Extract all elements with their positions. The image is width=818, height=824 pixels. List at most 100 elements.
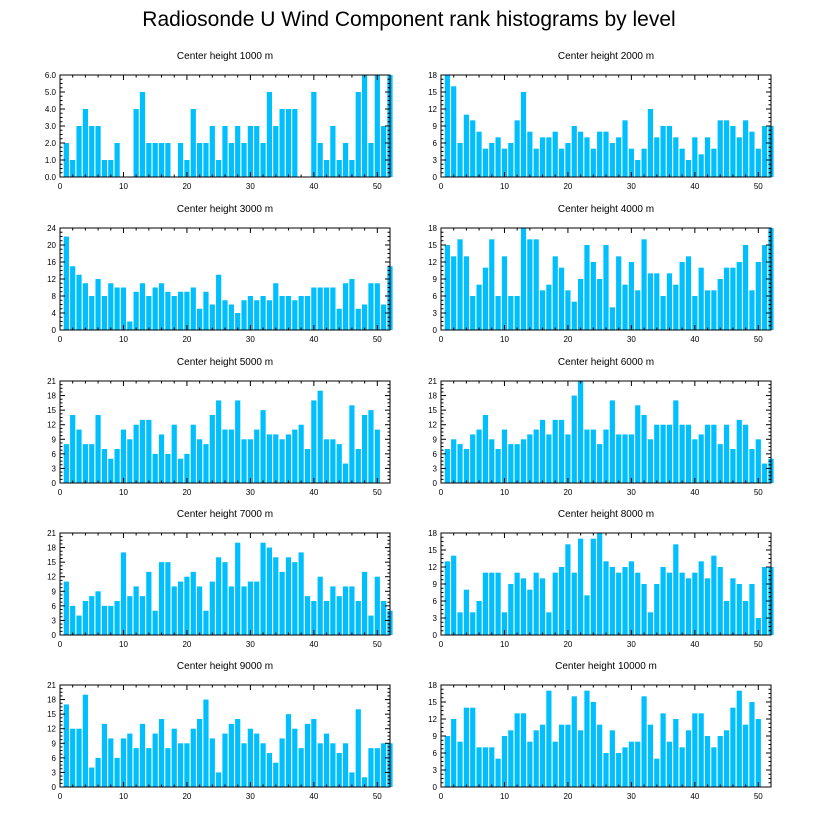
- histogram-bar: [184, 453, 190, 483]
- y-tick-label: 9: [433, 435, 438, 444]
- histogram-bar: [260, 296, 266, 330]
- x-tick-label: 50: [373, 182, 382, 191]
- histogram-bar: [120, 738, 127, 787]
- histogram-bar: [95, 757, 101, 787]
- x-tick-label: 30: [246, 488, 255, 497]
- histogram-bar: [698, 561, 704, 635]
- histogram-bar: [736, 419, 742, 483]
- histogram-bar: [603, 245, 609, 330]
- histogram-bar: [590, 702, 596, 787]
- histogram-bar: [597, 724, 603, 787]
- histogram-bar: [444, 561, 450, 635]
- panel-title: Center height 9000 m: [177, 661, 273, 672]
- x-tick-label: 10: [500, 182, 509, 191]
- x-tick-label: 10: [119, 182, 128, 191]
- histogram-bar: [89, 444, 95, 483]
- histogram-bar: [101, 296, 108, 330]
- histogram-bar: [571, 301, 577, 330]
- histogram-bar: [762, 126, 768, 177]
- panel-title: Center height 4000 m: [558, 204, 654, 215]
- x-tick-label: 30: [246, 182, 255, 191]
- histogram-bar: [323, 287, 330, 330]
- histogram-bar: [139, 283, 146, 330]
- histogram-bar: [666, 572, 673, 635]
- histogram-bar: [368, 748, 374, 787]
- x-tick-label: 20: [563, 488, 572, 497]
- histogram-bar: [749, 702, 755, 787]
- histogram-bar: [216, 274, 222, 330]
- histogram-bar: [304, 723, 311, 787]
- histogram-bar: [184, 576, 190, 635]
- histogram-bar: [514, 296, 520, 330]
- x-tick-label: 50: [754, 640, 763, 649]
- histogram-bar: [330, 743, 336, 787]
- histogram-bar: [571, 126, 577, 177]
- histogram-bar: [362, 304, 368, 330]
- histogram-panel: Center height 1000 m 0 10 20 30 40 50 0.0 1.0 2.0…: [45, 51, 393, 191]
- histogram-bar: [457, 741, 463, 787]
- histogram-bar: [578, 381, 584, 483]
- histogram-bar: [641, 415, 647, 483]
- histogram-bar: [177, 143, 184, 177]
- histogram-bar: [444, 449, 450, 483]
- histogram-bar: [266, 300, 273, 330]
- histogram-bar: [457, 612, 463, 635]
- histogram-bar: [133, 586, 139, 635]
- x-tick-label: 0: [439, 182, 444, 191]
- y-tick-label: 9: [433, 275, 438, 284]
- histogram-bar: [736, 584, 742, 635]
- histogram-bar: [362, 415, 368, 483]
- histogram-bar: [711, 747, 717, 787]
- histogram-bar: [165, 291, 171, 330]
- y-tick-label: 18: [47, 392, 56, 401]
- histogram-bar: [241, 439, 247, 483]
- histogram-bar: [247, 126, 253, 177]
- histogram-bar: [355, 308, 361, 330]
- histogram-bar: [158, 143, 165, 177]
- histogram-bar: [362, 75, 368, 177]
- y-tick-label: 21: [428, 377, 437, 386]
- histogram-bar: [228, 586, 234, 635]
- histogram-bar: [743, 724, 749, 787]
- histogram-bar: [685, 730, 692, 787]
- main-title: Radiosonde U Wind Component rank histogr…: [142, 8, 676, 31]
- histogram-bar: [298, 296, 304, 330]
- histogram-bar: [641, 148, 647, 177]
- histogram-bar: [70, 160, 76, 177]
- x-tick-label: 10: [119, 792, 128, 801]
- histogram-bar: [711, 555, 717, 635]
- y-tick-label: 15: [47, 406, 56, 415]
- histogram-bar: [711, 290, 717, 330]
- histogram-bar: [101, 449, 108, 483]
- histogram-bar: [546, 137, 552, 177]
- histogram-bar: [82, 283, 88, 330]
- histogram-bar: [584, 245, 590, 330]
- histogram-bar: [565, 143, 571, 177]
- y-tick-label: 6: [433, 292, 438, 301]
- x-tick-label: 30: [627, 488, 636, 497]
- histogram-bar: [254, 429, 260, 483]
- histogram-bar: [660, 713, 666, 787]
- histogram-bar: [685, 578, 692, 635]
- x-tick-label: 40: [309, 182, 318, 191]
- histogram-bar: [558, 419, 565, 483]
- histogram-bar: [235, 313, 241, 330]
- histogram-bar: [578, 279, 584, 330]
- histogram-bar: [508, 584, 514, 635]
- y-tick-label: 15: [428, 88, 437, 97]
- histogram-bar: [673, 719, 679, 787]
- histogram-bar: [628, 262, 634, 330]
- histogram-bar: [616, 572, 622, 635]
- histogram-bar: [381, 126, 387, 177]
- histogram-bar: [723, 601, 730, 635]
- y-tick-label: 0: [52, 783, 57, 792]
- histogram-bar: [527, 434, 533, 483]
- x-tick-label: 40: [690, 640, 699, 649]
- histogram-bar: [489, 747, 495, 787]
- y-tick-label: 21: [47, 681, 56, 690]
- histogram-bar: [152, 610, 158, 635]
- histogram-bar: [82, 694, 88, 787]
- histogram-bar: [673, 137, 679, 177]
- histogram-bar: [692, 439, 698, 483]
- y-tick-label: 15: [428, 241, 437, 250]
